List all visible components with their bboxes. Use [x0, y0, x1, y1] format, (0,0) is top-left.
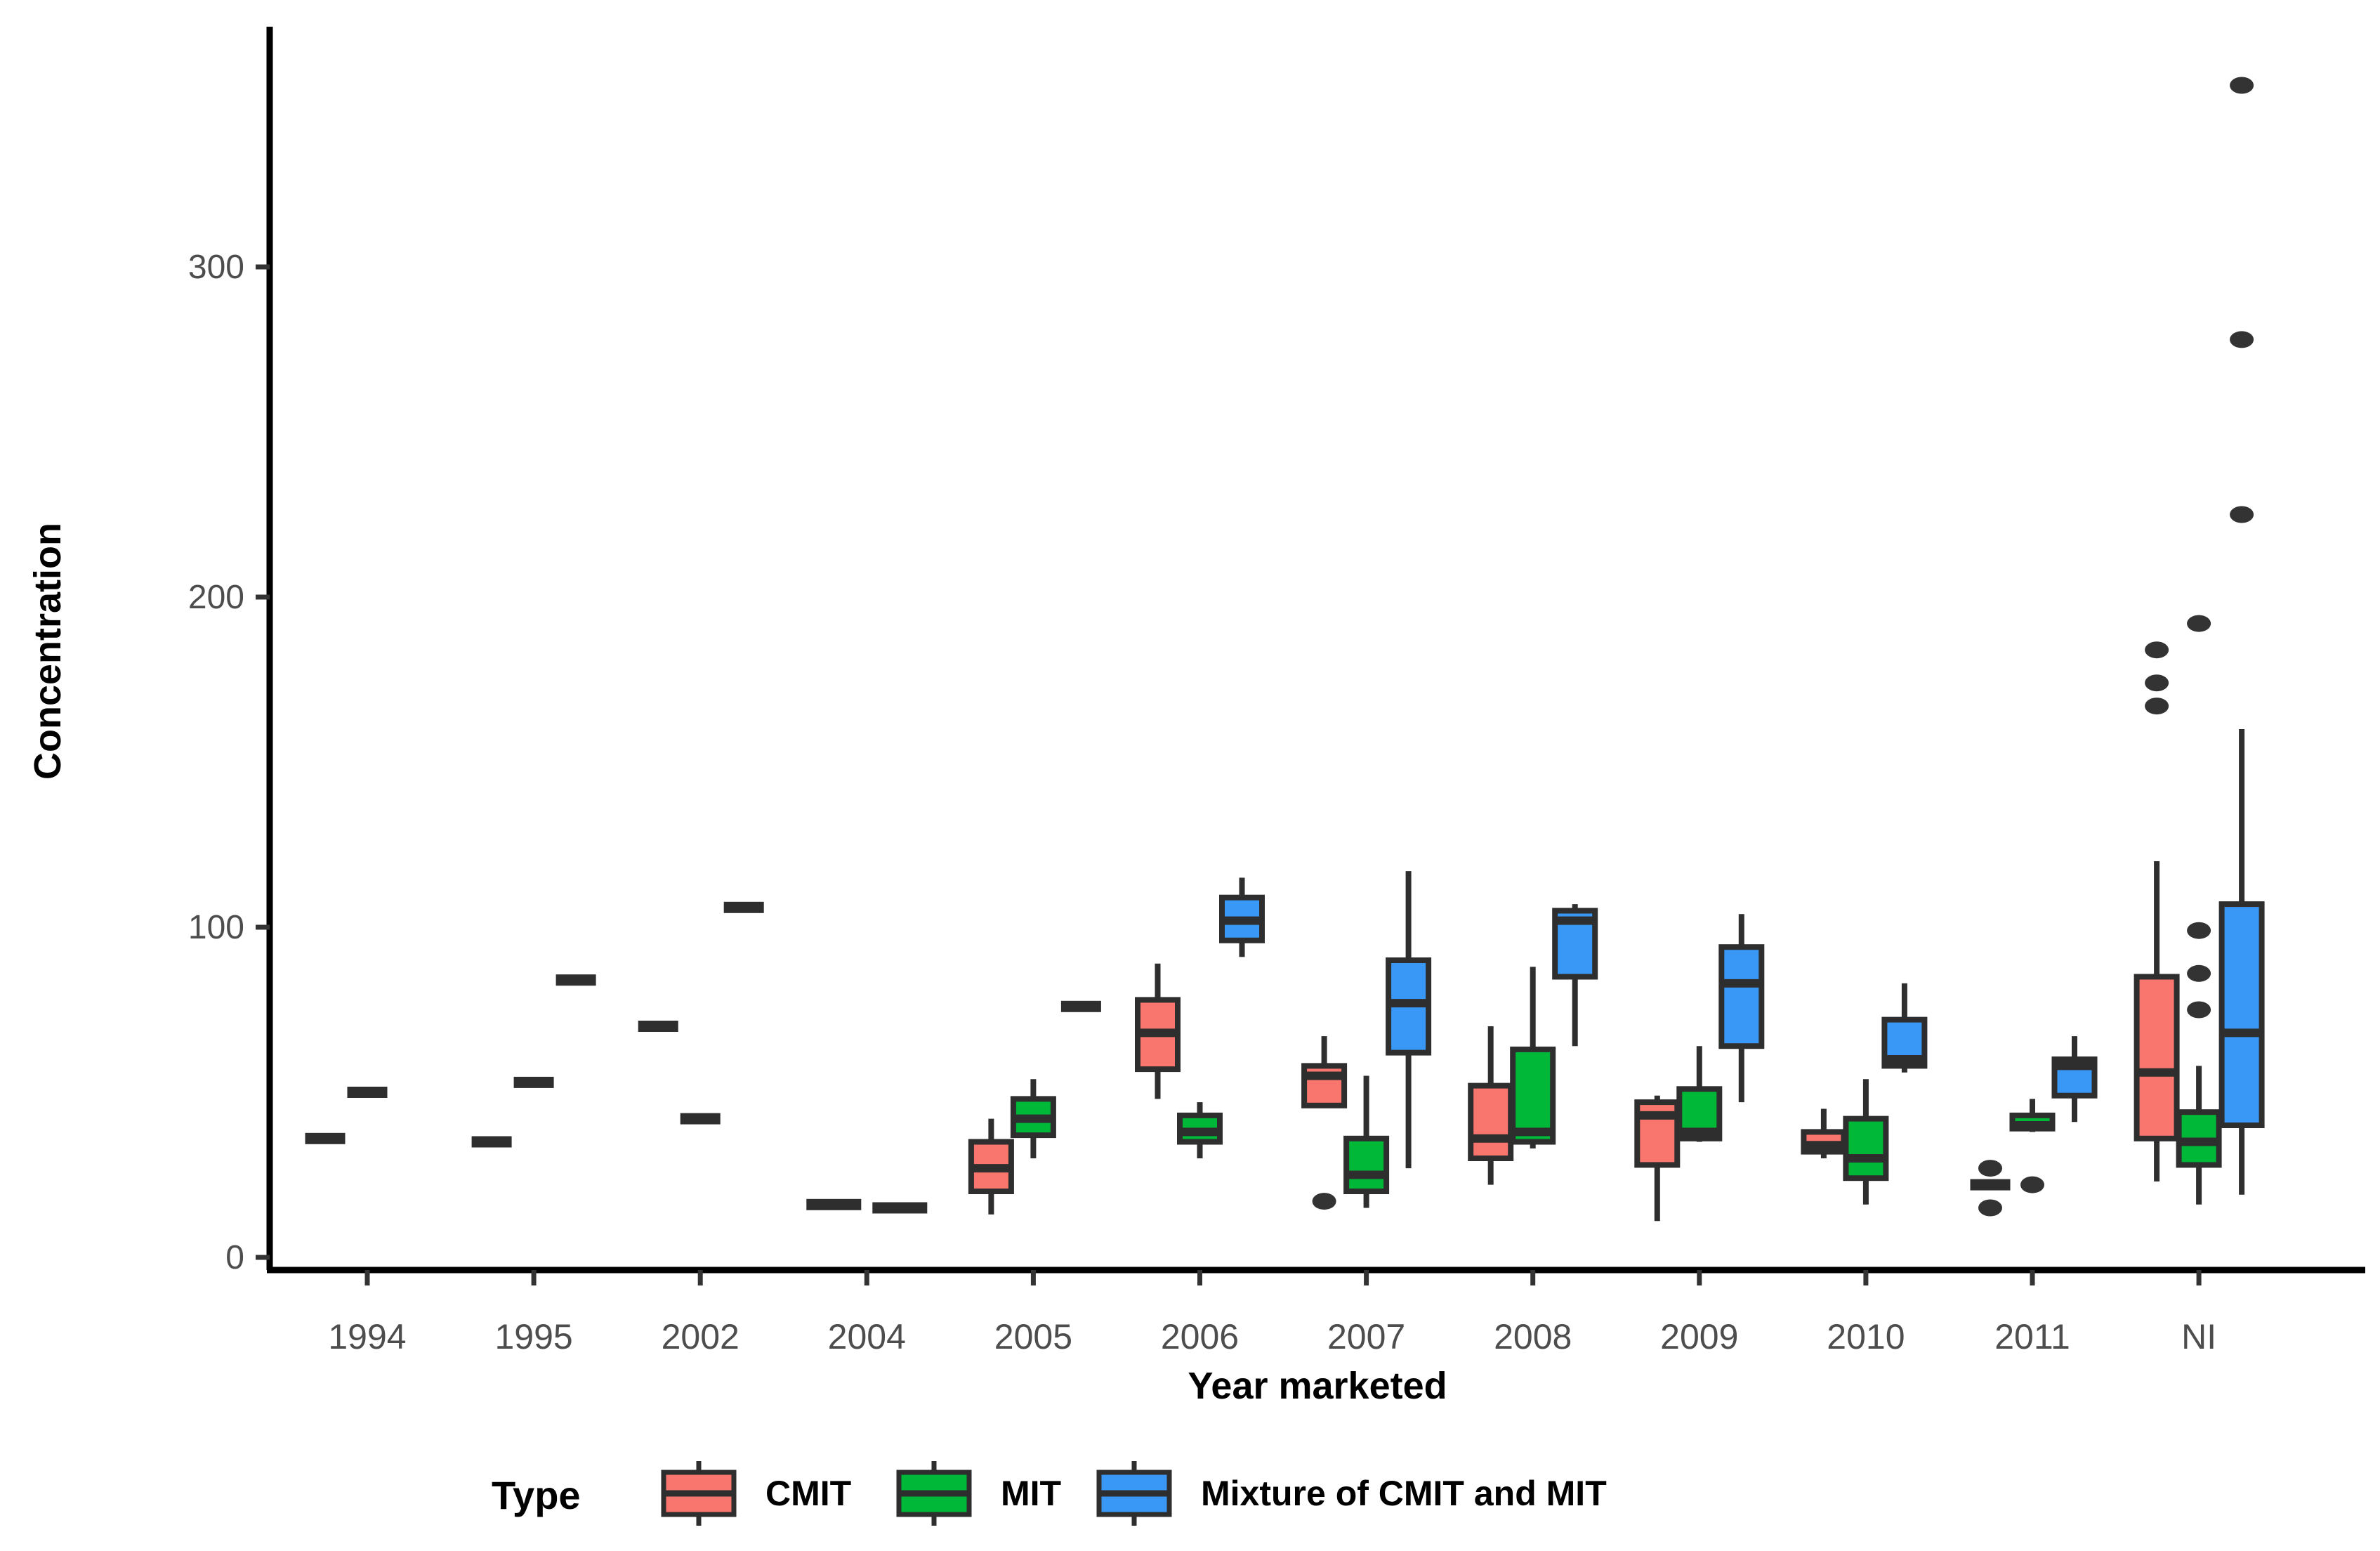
y-axis-title: Concentration [27, 523, 69, 780]
flat-box-2002-CMIT [638, 1021, 678, 1032]
x-tick-label: 2002 [662, 1317, 739, 1356]
flat-box-1994-CMIT [305, 1132, 346, 1144]
box-NI-CMIT [2134, 974, 2180, 1141]
outlier-dot [1978, 1199, 2002, 1217]
flat-box-1994-MIT [347, 1087, 388, 1098]
outlier-dot [1312, 1193, 1336, 1210]
flat-box-1995-MIT [513, 1076, 554, 1088]
outlier-dot [2230, 506, 2254, 523]
outlier-dot [2145, 641, 2169, 659]
flat-box-2011-CMIT [1970, 1179, 2011, 1191]
legend-label-CMIT: CMIT [765, 1474, 851, 1513]
outlier-dot [2145, 698, 2169, 715]
x-tick-label: 1994 [328, 1317, 406, 1356]
x-tick-label: 2006 [1161, 1317, 1239, 1356]
flat-box-1995-Mixture [555, 974, 596, 986]
outlier-dot [2230, 331, 2254, 348]
x-tick-label: 2008 [1494, 1317, 1572, 1356]
legend-label-Mixture of CMIT and MIT: Mixture of CMIT and MIT [1201, 1474, 1607, 1513]
outlier-dot [1978, 1160, 2002, 1177]
x-tick-label: 2007 [1327, 1317, 1405, 1356]
x-tick-label: 2004 [828, 1317, 906, 1356]
box-2008-CMIT [1468, 1082, 1514, 1161]
outlier-dot [2145, 674, 2169, 692]
outlier-dot [2187, 1001, 2211, 1019]
y-tick-label: 100 [188, 909, 244, 946]
outlier-dot [2187, 615, 2211, 632]
outlier-dot [2020, 1176, 2044, 1193]
y-tick-label: 300 [188, 249, 244, 286]
legend-label-MIT: MIT [1001, 1474, 1061, 1513]
box-2007-MIT [1343, 1135, 1390, 1195]
y-tick-label: 0 [225, 1239, 244, 1276]
box-2010-MIT [1843, 1115, 1889, 1182]
legend-title: Type [492, 1473, 581, 1517]
outlier-dot [2187, 964, 2211, 982]
x-tick-label: 2005 [994, 1317, 1072, 1356]
flat-box-2005-Mixture [1060, 1000, 1101, 1012]
x-tick-label: 2011 [1994, 1317, 2070, 1356]
x-axis-title: Year marketed [1188, 1365, 1447, 1407]
flat-box-2002-MIT [680, 1113, 721, 1125]
flat-box-2004-MIT [872, 1202, 928, 1214]
x-tick-label: 2010 [1827, 1317, 1905, 1356]
flat-box-1995-CMIT [471, 1136, 512, 1148]
outlier-dot [2230, 77, 2254, 94]
x-tick-label: 1995 [494, 1317, 572, 1356]
box-2008-MIT [1510, 1046, 1556, 1145]
flat-box-2004-CMIT [806, 1198, 862, 1210]
x-tick-label: NI [2181, 1317, 2216, 1356]
y-tick-label: 200 [188, 579, 244, 616]
outlier-dot [2187, 922, 2211, 939]
x-tick-label: 2009 [1660, 1317, 1738, 1356]
flat-box-2002-Mixture [723, 901, 764, 913]
box-2009-Mixture [1718, 944, 1765, 1049]
box-NI-Mixture [2218, 901, 2265, 1128]
